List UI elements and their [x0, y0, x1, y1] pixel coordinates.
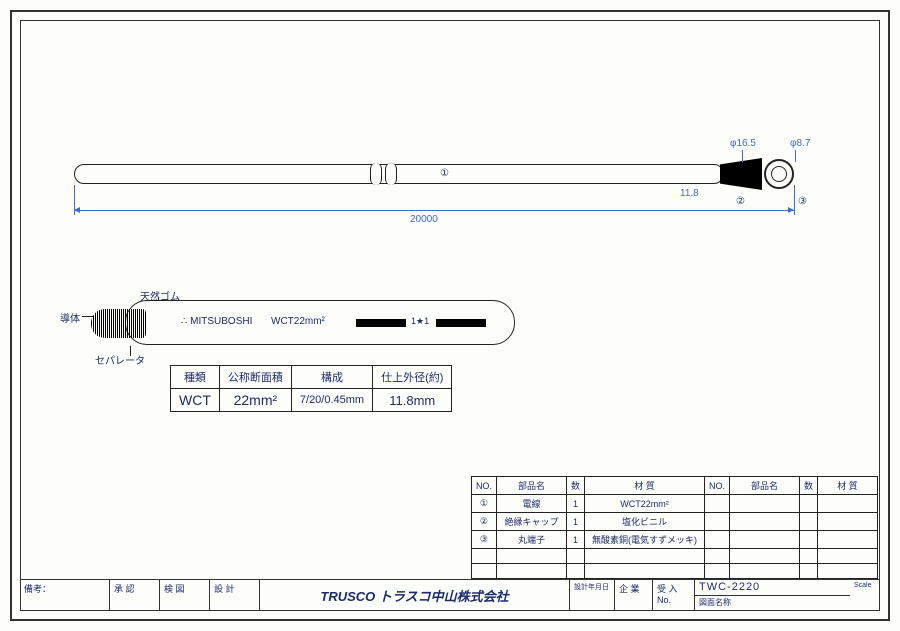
bom-td: 丸端子 [496, 531, 566, 549]
th: 構成 [291, 366, 372, 389]
bom-td [799, 495, 817, 513]
bom-td [704, 564, 729, 579]
th: 種類 [171, 366, 220, 389]
bom-td [704, 549, 729, 564]
bom-td [818, 549, 878, 564]
td: 7/20/0.45mm [291, 389, 372, 412]
tb-remarks: 備考： [20, 580, 110, 611]
tb-check: 検 図 [160, 580, 210, 611]
bom-td [729, 564, 799, 579]
bom-td: ② [471, 513, 496, 531]
dim-length: 20000 [410, 214, 438, 225]
title-block: 備考： 承 認 検 図 設 計 TRUSCO トラスコ中山株式会社 設計年月日 … [20, 579, 880, 611]
bom-th: 数 [799, 477, 817, 495]
tb-co: 企 業 [615, 580, 653, 611]
leader [742, 150, 743, 162]
bom-td [496, 549, 566, 564]
print-star: 1★1 [411, 316, 429, 327]
bom-table: NO.部品名数材 質NO.部品名数材 質 ①電線1WCT22mm²②絶縁キャップ… [471, 476, 878, 579]
th: 公称断面積 [219, 366, 291, 389]
bom-td: 1 [566, 513, 584, 531]
dim-cap: 11.8 [680, 188, 699, 199]
bom-td [818, 531, 878, 549]
drawing-name-label: 図面名称 [695, 596, 850, 611]
bom-td [496, 564, 566, 579]
td: 11.8mm [373, 389, 452, 412]
td: 22mm² [219, 389, 291, 412]
marker-1: ① [440, 168, 449, 179]
bom-td [818, 495, 878, 513]
dim-dia1: φ16.5 [730, 138, 756, 149]
tb-approve: 承 認 [110, 580, 160, 611]
th: 仕上外径(約) [373, 366, 452, 389]
marker-2: ② [736, 196, 745, 207]
bom-td [471, 549, 496, 564]
ring-hole [771, 166, 787, 182]
conductor-strands [91, 309, 146, 338]
bom-td: 電線 [496, 495, 566, 513]
tb-design: 設 計 [210, 580, 260, 611]
bom-td [818, 513, 878, 531]
leader [795, 150, 796, 162]
bom-td [584, 564, 704, 579]
marker-3: ③ [798, 196, 807, 207]
bom-td [566, 564, 584, 579]
bom-td [818, 564, 878, 579]
bom-th: 材 質 [818, 477, 878, 495]
ext-line [794, 185, 795, 215]
dim-line [74, 210, 794, 211]
break-mark [385, 163, 397, 185]
bom-td [566, 549, 584, 564]
bom-td: 無酸素銅(電気すずメッキ) [584, 531, 704, 549]
bom-td: WCT22mm² [584, 495, 704, 513]
label-conductor: 導体 [60, 310, 80, 325]
break-mark [370, 163, 382, 185]
tb-scale: Scale [850, 580, 880, 611]
dim-dia2: φ8.7 [790, 138, 810, 149]
bom-td [704, 531, 729, 549]
bom-td [729, 531, 799, 549]
bom-td [704, 495, 729, 513]
cable-body [74, 164, 724, 184]
bom-th: 材 質 [584, 477, 704, 495]
bom-td [729, 549, 799, 564]
bom-td: 1 [566, 495, 584, 513]
print-brand: ∴ MITSUBOSHI [181, 316, 252, 327]
bom-td [704, 513, 729, 531]
bom-td [729, 495, 799, 513]
print-spec: WCT22mm² [271, 316, 325, 327]
print-stripe [436, 319, 486, 327]
tb-date: 設計年月日 [570, 580, 615, 611]
bom-th: 部品名 [496, 477, 566, 495]
cross-section-diagram: ∴ MITSUBOSHI WCT22mm² 1★1 [125, 300, 525, 360]
bom-td [799, 549, 817, 564]
bom-td [729, 513, 799, 531]
print-stripe [356, 319, 406, 327]
tb-recv: 受 入 No. [653, 580, 695, 611]
bom-th: NO. [471, 477, 496, 495]
bom-th: NO. [704, 477, 729, 495]
part-number: TWC-2220 [695, 580, 850, 596]
bom-th: 部品名 [729, 477, 799, 495]
bom-td [799, 513, 817, 531]
company-logo: TRUSCO トラスコ中山株式会社 [260, 580, 570, 611]
bom-th: 数 [566, 477, 584, 495]
bom-td [471, 564, 496, 579]
bom-td: ① [471, 495, 496, 513]
bom-td: ③ [471, 531, 496, 549]
bom-td [799, 564, 817, 579]
spec-table: 種類 公称断面積 構成 仕上外径(約) WCT 22mm² 7/20/0.45m… [170, 365, 452, 412]
bom-td [584, 549, 704, 564]
bom-td: 1 [566, 531, 584, 549]
bom-td: 絶縁キャップ [496, 513, 566, 531]
bom-td: 塩化ビニル [584, 513, 704, 531]
td: WCT [171, 389, 220, 412]
bom-td [799, 531, 817, 549]
